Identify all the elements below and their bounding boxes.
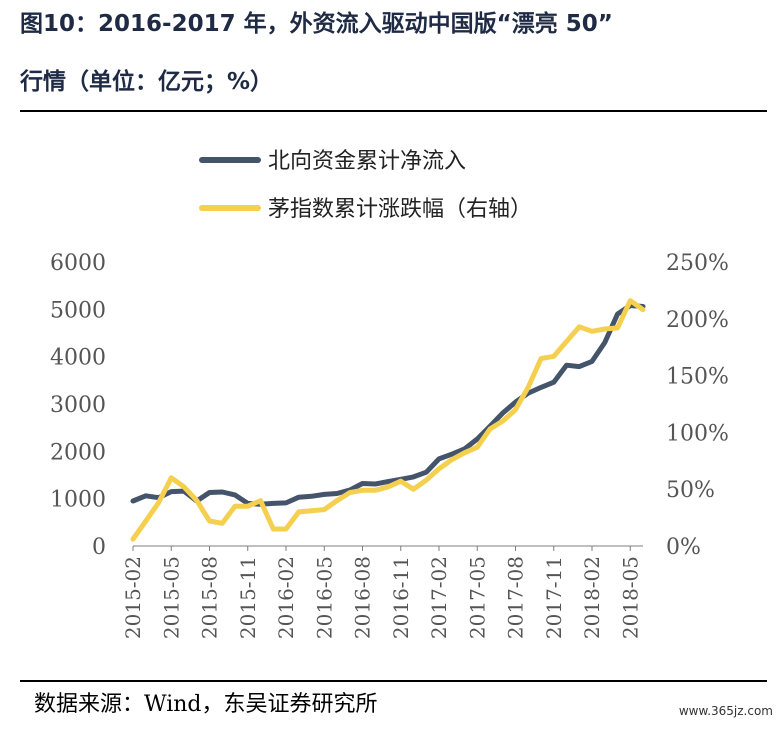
top-rule (20, 110, 767, 112)
x-tick-label: 2017-08 (504, 556, 528, 639)
x-tick-label: 2017-11 (542, 556, 566, 639)
x-tick-label: 2015-02 (121, 556, 145, 639)
x-tick-label: 2016-11 (389, 556, 413, 639)
series-mao-index-line (130, 298, 646, 542)
line-chart: 0 1000 2000 3000 4000 5000 6000 0% 50% 100% 150% 20… (50, 149, 729, 639)
x-tick-label: 2017-02 (427, 556, 451, 639)
legend-label: 茅指数累计涨跌幅（右轴） (268, 197, 532, 222)
y-left-tick-label: 2000 (50, 440, 106, 465)
y-left-tick-label: 3000 (50, 393, 106, 418)
x-tick-label: 2015-05 (159, 556, 183, 639)
y-left-tick-label: 1000 (50, 488, 106, 513)
x-tick-label: 2015-08 (198, 556, 222, 639)
source-note: 数据来源：Wind，东吴证券研究所 (34, 692, 378, 717)
x-tick-label: 2016-08 (351, 556, 375, 639)
y-right-tick-label: 0% (666, 535, 701, 560)
legend-label: 北向资金累计净流入 (268, 149, 466, 174)
x-tick-label: 2016-05 (312, 556, 336, 639)
y-right-tick-label: 50% (666, 478, 715, 503)
x-tick-label: 2016-02 (274, 556, 298, 639)
x-tick-label: 2018-02 (580, 556, 604, 639)
x-tick-label: 2017-05 (465, 556, 489, 639)
title-line-2: 行情（单位：亿元；%） (20, 69, 274, 95)
chart-title: 图10：2016-2017 年，外资流入驱动中国版“漂亮 50” 行情（单位：亿… (20, 6, 765, 100)
y-left-tick-label: 4000 (50, 346, 106, 371)
y-right-tick-label: 100% (666, 421, 729, 446)
x-tick-label: 2018-05 (618, 556, 642, 639)
title-line-1: 图10：2016-2017 年，外资流入驱动中国版“漂亮 50” (20, 11, 613, 37)
watermark: www.365jz.com (678, 704, 773, 718)
y-left-tick-label: 6000 (50, 251, 106, 276)
y-left-tick-label: 5000 (50, 298, 106, 323)
y-right-tick-label: 150% (666, 365, 729, 390)
x-tick-label: 2015-11 (236, 556, 260, 639)
y-left-tick-label: 0 (92, 535, 106, 560)
y-right-tick-label: 250% (666, 251, 729, 276)
series-northbound-line (130, 303, 646, 507)
y-right-tick-label: 200% (666, 308, 729, 333)
bottom-rule (20, 680, 767, 682)
